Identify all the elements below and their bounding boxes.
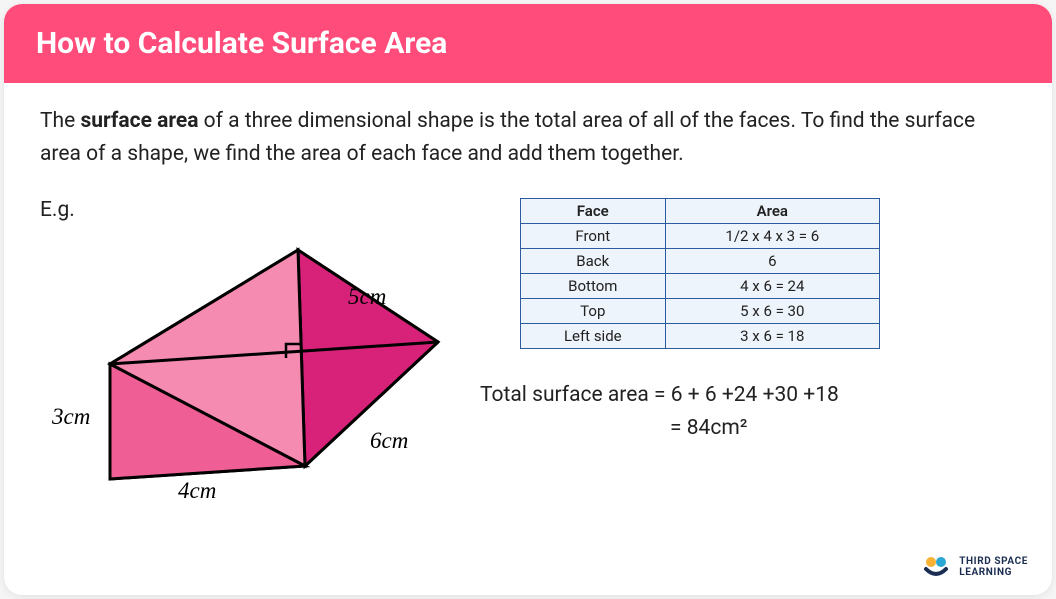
table-row: Bottom4 x 6 = 24 [521,274,880,299]
th-area: Area [665,199,879,224]
total-line1: Total surface area = 6 + 6 +24 +30 +18 [480,379,1016,412]
totals-block: Total surface area = 6 + 6 +24 +30 +18 =… [480,379,1016,444]
dim-6cm: 6cm [370,428,408,454]
table-row: Left side3 x 6 = 18 [521,324,880,349]
table-row: Front1/2 x 4 x 3 = 6 [521,224,880,249]
card-body: The surface area of a three dimensional … [4,83,1052,526]
brand-logo: THIRD SPACE LEARNING [923,555,1028,579]
table-row: Back6 [521,249,880,274]
header-bar: How to Calculate Surface Area [4,4,1052,83]
logo-line2: LEARNING [959,567,1028,579]
content-row: E.g. [40,198,1016,506]
logo-text: THIRD SPACE LEARNING [959,556,1028,579]
intro-bold: surface area [80,109,198,133]
face-area-table: Face Area Front1/2 x 4 x 3 = 6 Back6 Bot… [520,198,880,349]
right-column: Face Area Front1/2 x 4 x 3 = 6 Back6 Bot… [510,198,1016,506]
lesson-card: How to Calculate Surface Area The surfac… [4,4,1052,595]
th-face: Face [521,199,666,224]
header-title: How to Calculate Surface Area [36,26,447,61]
eg-label: E.g. [40,198,500,222]
table-row: Top5 x 6 = 30 [521,299,880,324]
logo-line1: THIRD SPACE [959,556,1028,568]
dim-3cm: 3cm [52,404,90,430]
dim-5cm: 5cm [348,284,386,310]
intro-part1: The [40,109,80,133]
prism-diagram: 5cm 3cm 4cm 6cm [40,226,480,506]
intro-paragraph: The surface area of a three dimensional … [40,105,1016,170]
dim-4cm: 4cm [178,478,216,504]
prism-svg [40,226,480,506]
table-header-row: Face Area [521,199,880,224]
total-line2: = 84cm² [480,412,1016,445]
left-column: E.g. [40,198,500,506]
logo-icon [923,555,951,579]
